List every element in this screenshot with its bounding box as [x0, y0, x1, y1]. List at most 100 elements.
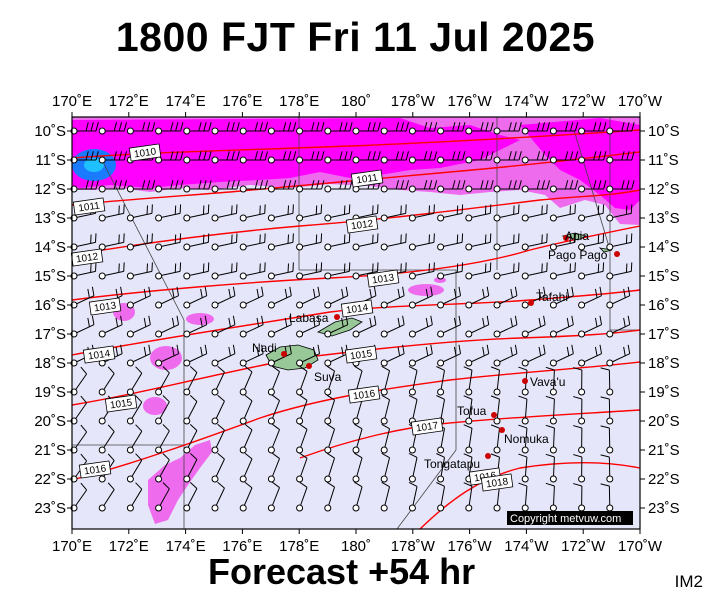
wind-barb	[267, 423, 280, 454]
wind-barb	[437, 233, 464, 251]
place-label-labasa: Labasa	[289, 311, 329, 325]
right-lat-label: 14˚S	[648, 239, 680, 256]
wind-barb	[549, 233, 576, 251]
wind-barb	[600, 425, 614, 454]
wind-barb	[521, 233, 548, 251]
wind-barb	[239, 394, 253, 425]
wind-barb	[408, 151, 438, 164]
wind-barb	[296, 423, 308, 454]
wind-barb	[126, 344, 151, 367]
tafahi-marker	[528, 300, 534, 306]
wind-barb	[463, 424, 473, 454]
wind-barb	[98, 262, 125, 280]
wind-barb	[493, 262, 520, 280]
wind-barb	[578, 315, 603, 338]
isobar-label: 1012	[70, 248, 104, 267]
wind-barb	[155, 122, 184, 135]
wind-barb	[126, 453, 143, 483]
wind-barb	[126, 122, 156, 135]
isobar-1014	[72, 289, 640, 356]
isobar-label: 1015	[104, 394, 138, 413]
left-lat-label: 19˚S	[34, 384, 66, 401]
svg-text:1013: 1013	[371, 272, 395, 286]
top-lon-label: 172˚W	[561, 93, 606, 110]
wind-barb	[578, 233, 605, 251]
wind-barb	[324, 394, 336, 425]
wind-barb	[493, 286, 518, 309]
svg-text:1015: 1015	[109, 397, 133, 411]
wind-barb	[545, 453, 557, 483]
wind-barb	[296, 344, 321, 367]
wind-barb	[296, 151, 325, 164]
wind-barb	[521, 262, 548, 280]
right-lat-label: 13˚S	[648, 210, 680, 227]
top-lon-label: 174˚E	[166, 93, 206, 110]
wind-barb	[408, 286, 433, 309]
isobar-1015	[72, 329, 640, 406]
bottom-lon-label: 178˚W	[391, 538, 436, 555]
wind-barb	[549, 180, 579, 193]
wind-barb	[408, 233, 435, 251]
wind-barb	[521, 315, 546, 338]
wind-barb	[573, 425, 586, 454]
wind-barb	[324, 122, 353, 135]
wind-barb	[324, 151, 353, 164]
pago-pago-marker	[614, 251, 620, 257]
wind-barb	[267, 151, 297, 164]
wind-barb	[98, 180, 128, 193]
svg-text:1016: 1016	[83, 463, 107, 477]
wind-barb	[521, 180, 551, 193]
bottom-lon-label: 170˚E	[52, 538, 92, 555]
wind-barb	[465, 180, 494, 193]
wind-barb	[408, 452, 418, 483]
wind-barb	[211, 365, 225, 396]
wind-barb	[380, 180, 410, 193]
suva-marker	[306, 363, 312, 369]
wind-barb	[155, 395, 170, 425]
axis-ticks: 170˚E 172˚E 174˚E 176˚E 178˚E 180˚ 178˚W 176˚W 1…	[34, 93, 679, 555]
wind-barb	[545, 366, 557, 396]
wind-barb	[600, 396, 614, 425]
wind-barb	[465, 204, 492, 222]
top-lon-label: 170˚W	[618, 93, 663, 110]
wind-barb	[545, 395, 557, 425]
left-lat-label: 11˚S	[35, 152, 66, 169]
wind-barb	[183, 151, 212, 164]
wind-barb	[211, 204, 238, 222]
wind-barb	[211, 180, 240, 193]
wind-barb	[465, 286, 490, 309]
isobar-label: 1010	[128, 143, 162, 162]
wind-barb	[267, 315, 292, 338]
wind-barb	[573, 454, 586, 483]
wind-barb	[155, 233, 182, 251]
wind-barb	[380, 151, 410, 164]
wind-barb	[493, 122, 522, 135]
left-lat-label: 17˚S	[34, 326, 66, 343]
copyright-box	[507, 511, 633, 525]
bottom-lon-label: 172˚E	[109, 538, 149, 555]
bottom-lon-label: 170˚W	[618, 538, 663, 555]
map-title: 1800 FJT Fri 11 Jul 2025	[115, 14, 596, 60]
wind-barb	[437, 122, 466, 135]
svg-text:1011: 1011	[356, 172, 379, 186]
nomuka-marker	[499, 427, 505, 433]
wind-barb	[126, 395, 143, 425]
apia-marker	[563, 235, 569, 241]
wind-barb	[408, 481, 418, 512]
left-lat-label: 21˚S	[34, 442, 66, 459]
wind-barb	[380, 286, 405, 309]
right-lat-label: 17˚S	[648, 326, 680, 343]
wind-barb	[324, 286, 349, 309]
isobar-1016	[72, 361, 640, 481]
top-lon-label: 180˚	[341, 93, 371, 110]
forecast-label: Forecast +54 hr	[208, 551, 476, 592]
right-lat-label: 18˚S	[648, 355, 680, 372]
wind-barb	[408, 365, 418, 396]
wind-barb	[408, 315, 433, 338]
wind-barb	[436, 482, 446, 512]
isobar-label: 1018	[480, 473, 514, 492]
wind-barb	[324, 180, 353, 193]
wind-barb	[296, 481, 308, 512]
svg-text:1012: 1012	[75, 251, 99, 265]
rain-band-north-heavy	[72, 118, 520, 188]
